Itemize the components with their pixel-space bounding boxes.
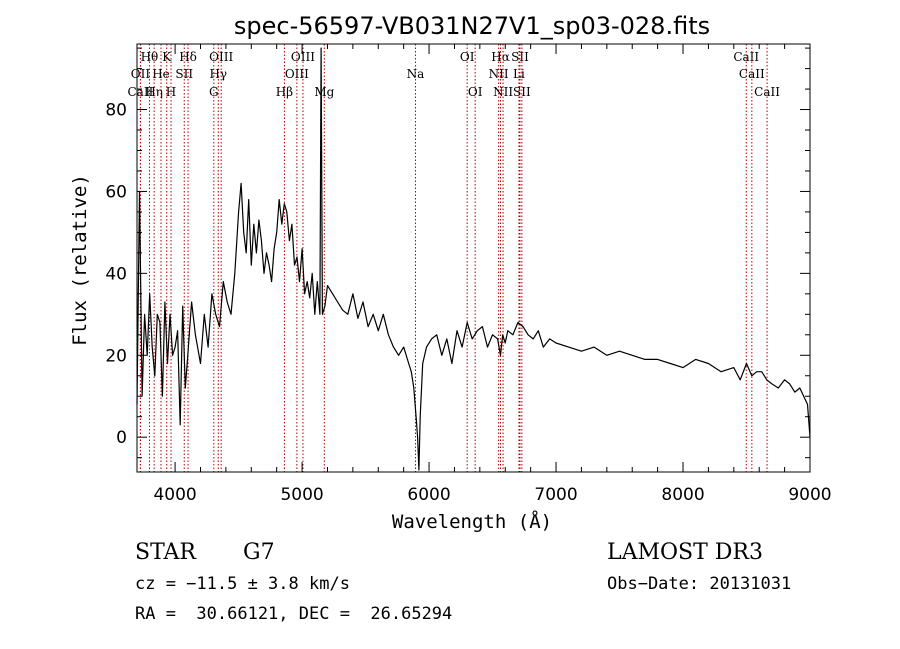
emission-line-label: K (162, 50, 172, 64)
emission-line-label: Hδ (179, 50, 197, 64)
emission-line-label: OI (468, 85, 483, 99)
y-tick-label: 80 (105, 101, 127, 121)
y-tick-label: 0 (116, 428, 127, 448)
coordinates-text: RA = 30.66121, DEC = 26.65294 (135, 604, 453, 624)
emission-line-label: CaII (733, 50, 759, 64)
y-axis-label: Flux (relative) (69, 174, 91, 346)
emission-line-label: Mg (314, 85, 334, 99)
x-tick-label: 4000 (153, 485, 196, 505)
object-subclass: G7 (243, 540, 275, 565)
y-tick-label: 20 (105, 346, 127, 366)
emission-line-label: Hα (491, 50, 510, 64)
emission-line-label: He (152, 67, 170, 81)
emission-line-label: CaII (754, 85, 780, 99)
emission-line-label: Hη (145, 85, 163, 99)
emission-line-label: Hγ (209, 67, 227, 81)
emission-line-label: NII (489, 67, 509, 81)
emission-line-label: SII (511, 50, 529, 64)
observation-date: Obs−Date: 20131031 (607, 574, 792, 594)
emission-line-label: CaII (128, 85, 154, 99)
flux-line (136, 47, 811, 471)
emission-line-label: Hβ (276, 85, 293, 99)
y-axis-ticks: 0 20 40 60 80 (105, 47, 810, 459)
emission-line-label: Na (407, 67, 425, 81)
x-tick-label: 6000 (407, 485, 450, 505)
emission-line-label: CaII (739, 67, 765, 81)
x-tick-label: 7000 (534, 485, 577, 505)
emission-line-label: OIII (285, 67, 309, 81)
object-class: STAR (135, 540, 196, 565)
x-axis-ticks: 4000 5000 6000 7000 8000 9000 (153, 44, 832, 505)
emission-line-label: OIII (291, 50, 315, 64)
y-tick-label: 40 (105, 264, 127, 284)
x-axis-label: Wavelength (Å) (392, 510, 552, 533)
x-tick-label: 5000 (280, 485, 323, 505)
x-tick-label: 9000 (788, 485, 831, 505)
x-tick-label: 8000 (661, 485, 704, 505)
spectrum-series (136, 47, 811, 471)
emission-line-label: SII (513, 85, 531, 99)
emission-line-label: Hθ (141, 50, 159, 64)
redshift-text: cz = −11.5 ± 3.8 km/s (135, 574, 350, 594)
emission-line-label: Li (513, 67, 525, 81)
survey-label: LAMOST DR3 (607, 540, 763, 565)
emission-line-label: G (209, 85, 219, 99)
emission-line-label: NII (493, 85, 513, 99)
emission-line-label: OII (131, 67, 151, 81)
y-tick-label: 60 (105, 182, 127, 202)
emission-line-label: H (166, 85, 176, 99)
plot-frame (136, 43, 811, 473)
emission-line-label: SII (175, 67, 193, 81)
emission-line-label: OIII (209, 50, 233, 64)
chart-title: spec-56597-VB031N27V1_sp03-028.fits (234, 12, 710, 40)
emission-line-label: OI (460, 50, 475, 64)
